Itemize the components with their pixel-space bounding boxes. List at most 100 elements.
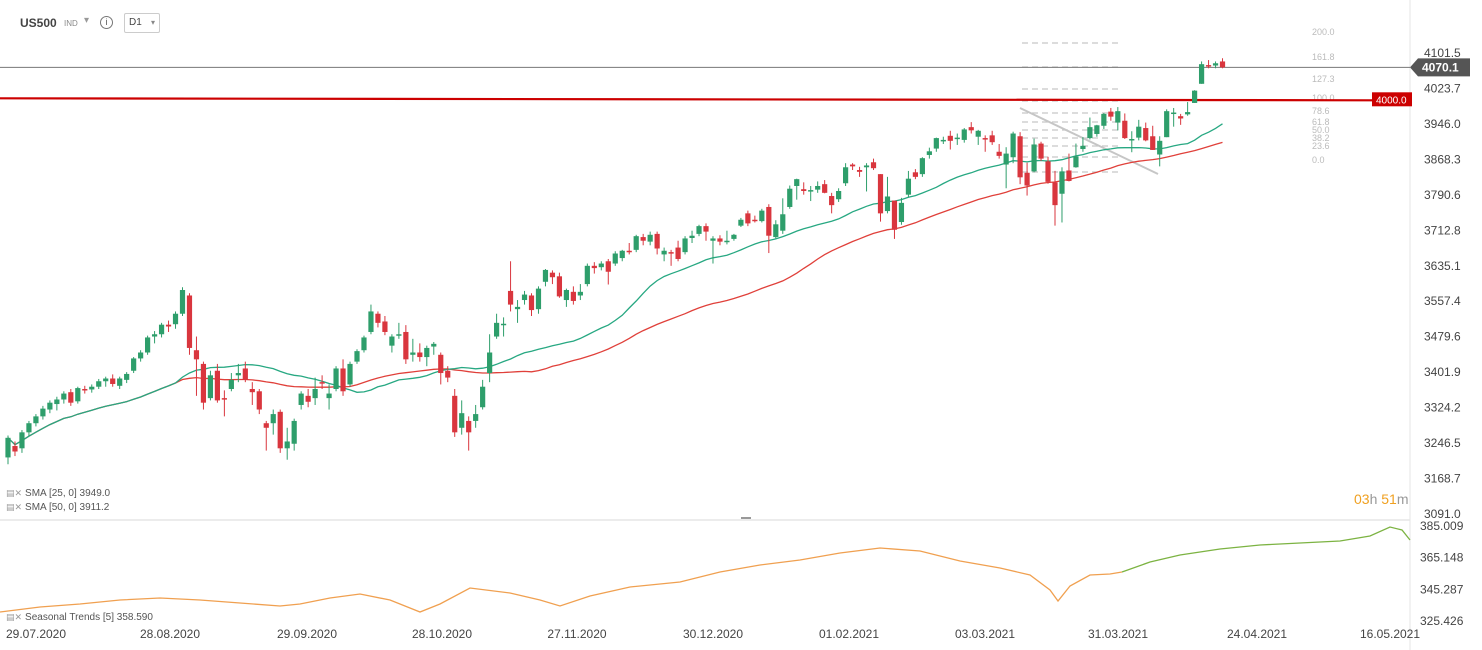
symbol-label[interactable]: US500 bbox=[20, 16, 57, 30]
candle-body bbox=[312, 388, 318, 399]
candle-body bbox=[1115, 111, 1121, 123]
candle-body bbox=[12, 446, 18, 452]
candle-body bbox=[1045, 161, 1051, 182]
candle-body bbox=[284, 441, 290, 449]
sma25-legend[interactable]: ▤✕ SMA [25, 0] 3949.0 bbox=[6, 488, 110, 499]
pane-resize-handle[interactable] bbox=[741, 517, 751, 519]
candle-body bbox=[89, 386, 95, 390]
candle-body bbox=[766, 206, 772, 236]
settings-icon[interactable]: ▤✕ bbox=[6, 502, 23, 512]
x-axis-label: 29.07.2020 bbox=[6, 627, 66, 641]
candle-body bbox=[1143, 128, 1149, 141]
candle-body bbox=[158, 324, 165, 335]
candle-body bbox=[270, 414, 276, 424]
fib-trend-line bbox=[1019, 107, 1159, 175]
candle-body bbox=[368, 311, 374, 332]
candle-body bbox=[954, 137, 960, 140]
x-axis-label: 29.09.2020 bbox=[277, 627, 337, 641]
candle-body bbox=[1017, 136, 1023, 178]
candle-body bbox=[1178, 116, 1184, 119]
candle-body bbox=[172, 313, 179, 325]
sma25-line bbox=[7, 123, 1223, 446]
candle-body bbox=[1192, 90, 1198, 103]
candle-body bbox=[1129, 138, 1135, 141]
seasonal-legend[interactable]: ▤✕ Seasonal Trends [5] 358.590 bbox=[6, 612, 153, 623]
candle-body bbox=[1003, 153, 1009, 165]
candle-body bbox=[1219, 61, 1226, 68]
candle-body bbox=[633, 236, 639, 250]
candle-body bbox=[151, 334, 158, 337]
candle-body bbox=[947, 135, 953, 141]
candle-body bbox=[528, 295, 535, 311]
price-axis-label: 3868.3 bbox=[1424, 152, 1461, 166]
countdown-hours: 03 bbox=[1354, 491, 1370, 507]
candle-body bbox=[494, 322, 500, 337]
candle-body bbox=[361, 337, 367, 351]
candle-body bbox=[1101, 113, 1107, 126]
candle-body bbox=[1073, 156, 1079, 168]
fib-level-label: 0.0 bbox=[1312, 155, 1325, 165]
candle-body bbox=[689, 235, 695, 238]
candle-body bbox=[668, 252, 674, 254]
current-price-label: 4070.1 bbox=[1422, 60, 1459, 74]
candle-body bbox=[200, 363, 207, 403]
timeframe-select[interactable]: D1 ▾ bbox=[124, 13, 160, 33]
candle-body bbox=[131, 358, 137, 371]
candle-body bbox=[1164, 111, 1170, 138]
seasonal-legend-text: Seasonal Trends [5] 358.590 bbox=[25, 612, 153, 623]
fib-level-label: 23.6 bbox=[1312, 141, 1330, 151]
candle-body bbox=[75, 388, 81, 402]
price-axis-label: 3091.0 bbox=[1424, 507, 1461, 521]
candle-body bbox=[745, 213, 751, 224]
candle-body bbox=[40, 408, 46, 417]
chevron-down-icon[interactable]: ▾ bbox=[84, 15, 90, 26]
candle-body bbox=[445, 370, 451, 378]
fib-level-label: 50.0 bbox=[1312, 125, 1330, 135]
candle-body bbox=[731, 234, 737, 239]
exchange-label: IND bbox=[64, 19, 78, 28]
sma50-legend[interactable]: ▤✕ SMA [50, 0] 3911.2 bbox=[6, 502, 109, 513]
candle-body bbox=[710, 238, 716, 241]
countdown-minutes: 51 bbox=[1381, 491, 1397, 507]
x-axis-label: 16.05.2021 bbox=[1360, 627, 1420, 641]
candle-body bbox=[291, 420, 297, 444]
candle-body bbox=[647, 234, 653, 242]
candle-body bbox=[717, 238, 723, 242]
candle-body bbox=[570, 291, 576, 301]
candle-body bbox=[591, 265, 597, 269]
settings-icon[interactable]: ▤✕ bbox=[6, 612, 23, 622]
x-axis-label: 28.10.2020 bbox=[412, 627, 472, 641]
candle-body bbox=[500, 323, 507, 326]
candle-body bbox=[1157, 140, 1163, 155]
price-axis-label: 3712.8 bbox=[1424, 223, 1461, 237]
settings-icon[interactable]: ▤✕ bbox=[6, 488, 23, 498]
candle-body bbox=[1136, 126, 1142, 138]
countdown-m-unit: m bbox=[1396, 491, 1409, 507]
info-icon[interactable]: i bbox=[100, 16, 113, 29]
candle-body bbox=[605, 261, 611, 272]
candle-body bbox=[382, 321, 388, 332]
candle-body bbox=[877, 174, 884, 214]
price-axis-label: 3557.4 bbox=[1424, 294, 1461, 308]
current-price-tag bbox=[1410, 58, 1470, 77]
candle-body bbox=[703, 226, 709, 232]
candle-body bbox=[403, 331, 409, 360]
candle-body bbox=[61, 393, 67, 400]
candle-body bbox=[989, 135, 995, 143]
horizontal-level-line bbox=[0, 97, 1373, 102]
x-axis-label: 30.12.2020 bbox=[683, 627, 743, 641]
price-axis-label: 3401.9 bbox=[1424, 365, 1461, 379]
candle-body bbox=[1108, 111, 1114, 117]
price-axis-label: 3479.6 bbox=[1424, 330, 1461, 344]
candle-body bbox=[507, 290, 514, 305]
candle-body bbox=[577, 291, 583, 296]
candle-body bbox=[808, 190, 814, 192]
candle-body bbox=[235, 373, 241, 376]
candle-body bbox=[110, 378, 116, 384]
candle-body bbox=[347, 363, 353, 385]
candle-body bbox=[459, 413, 465, 428]
candle-body bbox=[626, 250, 632, 253]
candle-body bbox=[480, 386, 486, 408]
candle-body bbox=[417, 352, 423, 358]
